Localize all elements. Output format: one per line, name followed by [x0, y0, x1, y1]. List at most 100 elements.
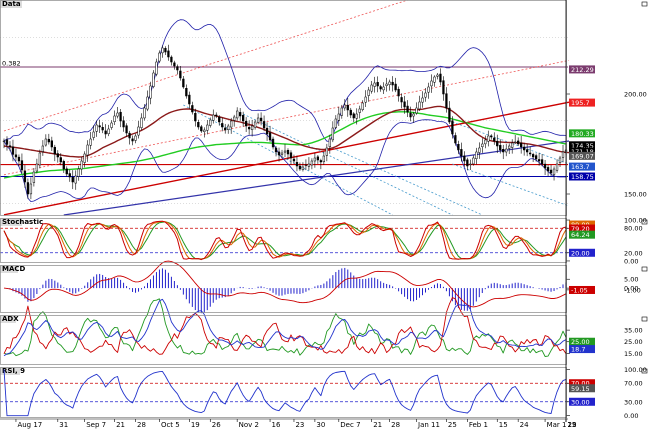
candle-down: [224, 127, 227, 131]
price-panel-title: Data: [2, 0, 21, 8]
candle: [140, 113, 143, 131]
candle-down: [451, 120, 454, 135]
candle: [558, 155, 562, 168]
candle: [442, 76, 445, 101]
candle: [552, 166, 556, 181]
candle-down: [346, 104, 349, 111]
candle-up: [209, 119, 212, 126]
candle-up: [89, 138, 92, 146]
adx-value-label-0-bg: [569, 337, 595, 346]
candle: [289, 150, 293, 165]
candle: [448, 101, 451, 125]
candle-down: [167, 50, 170, 58]
candle: [244, 117, 248, 132]
candle: [5, 136, 9, 151]
adx-panel-title: ADX: [2, 315, 19, 323]
candle-down: [218, 116, 221, 123]
candle-up: [334, 118, 337, 128]
price-value-label-1: 195.7: [571, 99, 590, 107]
candle-down: [191, 105, 194, 113]
candle: [116, 106, 119, 119]
candle-down: [517, 140, 520, 145]
candle: [206, 120, 209, 135]
candle-up: [511, 142, 514, 148]
candle-up: [253, 121, 257, 128]
candle-down: [319, 160, 323, 163]
candle-down: [537, 159, 541, 162]
window-icon: [641, 368, 648, 374]
rsi-value-label-0: 70.00: [571, 380, 590, 388]
candle-up: [421, 97, 424, 103]
candle-down: [292, 158, 296, 162]
candle-up: [77, 168, 80, 177]
candle: [373, 76, 376, 93]
candle-up: [307, 163, 311, 167]
candle-up: [418, 101, 421, 110]
window-icon: [641, 1, 648, 7]
candle-up: [487, 135, 490, 142]
candle-down: [101, 126, 104, 131]
candle: [194, 108, 197, 127]
candle: [379, 84, 382, 92]
candle: [352, 112, 355, 123]
candle: [523, 142, 526, 156]
candle: [549, 164, 553, 177]
adx-tick-0: 35.00: [624, 327, 643, 335]
candle-down: [244, 120, 248, 127]
stochastic-value-label-2: 64.24: [571, 231, 590, 239]
candle: [346, 98, 349, 117]
candle-up: [355, 113, 358, 119]
candle-down: [239, 112, 242, 117]
candle-down: [549, 169, 553, 174]
candle: [502, 144, 505, 160]
candle: [77, 165, 80, 181]
candle-up: [83, 153, 86, 163]
trendline-3: [3, 60, 570, 176]
candle: [35, 158, 39, 174]
candle-up: [358, 108, 361, 113]
candle: [304, 159, 308, 171]
candle-down: [454, 135, 457, 144]
price-value-label-4-bg: [569, 147, 595, 156]
macd-tick-2: -1.00: [624, 286, 641, 294]
candle-down: [546, 167, 550, 172]
x-tick-label-20: Mar 1: [547, 421, 567, 429]
candle-down: [531, 154, 535, 158]
candle: [119, 109, 122, 128]
candle: [92, 125, 95, 141]
candle-up: [250, 125, 254, 130]
candle-up: [2, 140, 6, 143]
candle: [466, 157, 469, 171]
candle: [534, 153, 538, 162]
stochastic-plot-area: [0, 220, 568, 261]
candle-up: [475, 151, 478, 159]
candle-down: [68, 173, 71, 178]
rsi-value-label-0-bg: [569, 379, 595, 388]
candle-up: [280, 152, 284, 155]
x-tick-label-19: 24: [520, 421, 529, 429]
candle-down: [17, 156, 21, 162]
candle: [167, 44, 170, 61]
adx-minus-di-line: [3, 297, 567, 355]
adx-value-label-1-bg: [569, 345, 595, 354]
candle: [337, 106, 340, 127]
candle: [325, 143, 328, 162]
candle: [427, 82, 430, 99]
candle: [62, 159, 65, 173]
candle: [445, 87, 448, 113]
candle-down: [185, 88, 188, 97]
x-tick-label-6: 19: [191, 421, 200, 429]
candle-down: [349, 109, 352, 116]
candle: [415, 102, 418, 115]
candle: [128, 130, 131, 145]
candle-up: [206, 124, 209, 131]
candle: [340, 104, 343, 119]
candle: [460, 142, 463, 162]
x-tick-label-0: Aug 17: [17, 421, 42, 429]
candle: [101, 122, 104, 134]
candle-down: [268, 132, 272, 141]
rsi-line: [3, 369, 567, 417]
candle-up: [382, 86, 385, 91]
window-icon: [641, 219, 648, 225]
trendline-4: [183, 104, 393, 216]
